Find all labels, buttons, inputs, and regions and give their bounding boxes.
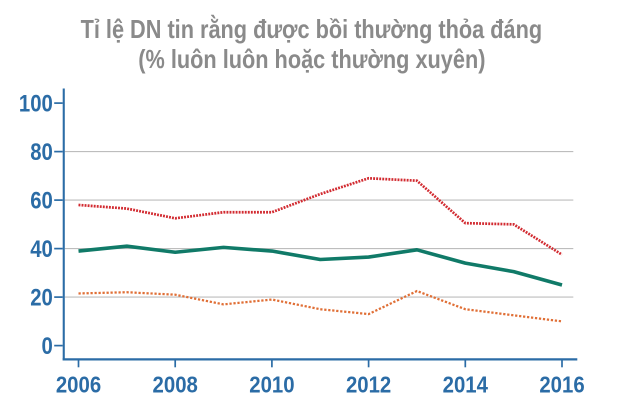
x-axis-label-2006: 2006 [56, 372, 101, 398]
x-axis-label-2014: 2014 [443, 372, 488, 398]
series-middle-line-teal-solid [78, 244, 563, 287]
series-lower-line-orange-dotted [78, 289, 563, 323]
chart-title: Tỉ lệ DN tin rằng được bồi thường thỏa đ… [0, 14, 623, 74]
chart-title-line1: Tỉ lệ DN tin rằng được bồi thường thỏa đ… [80, 14, 543, 44]
y-axis-label-0: 0 [42, 333, 53, 360]
y-axis-label-80: 80 [30, 139, 53, 166]
y-axis-label-60: 60 [30, 188, 53, 215]
x-axis-label-2016: 2016 [539, 372, 584, 398]
x-axis-label-2008: 2008 [153, 372, 198, 398]
y-axis-label-100: 100 [19, 91, 53, 118]
x-axis-label-2010: 2010 [249, 372, 294, 398]
series-upper-line-red-dotted [78, 176, 563, 256]
y-axis-label-20: 20 [30, 285, 53, 312]
chart-title-line2: (% luôn luôn hoặc thường xuyên) [137, 44, 486, 74]
x-axis-label-2012: 2012 [346, 372, 391, 398]
y-axis-label-40: 40 [30, 236, 53, 263]
